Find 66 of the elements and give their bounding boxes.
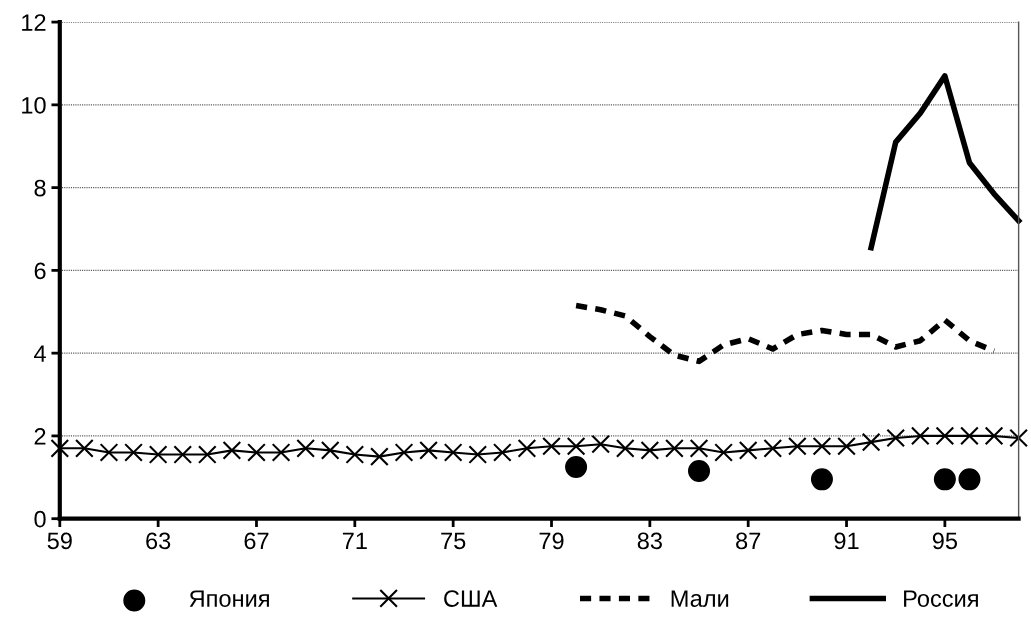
point	[688, 460, 711, 483]
legend-label: Россия	[904, 590, 978, 607]
x-tick-label: 75	[441, 532, 466, 550]
point	[935, 426, 955, 446]
point	[320, 441, 340, 460]
point	[810, 468, 833, 491]
x-tick-label: 79	[539, 532, 564, 550]
point	[763, 438, 783, 458]
point	[984, 426, 1004, 446]
x-tick-label: 83	[637, 532, 662, 550]
point	[247, 443, 266, 462]
point	[542, 436, 561, 456]
point	[517, 438, 537, 458]
point	[565, 455, 588, 478]
legend-label: Мали	[671, 590, 729, 607]
y-tick-label: 12	[22, 14, 46, 31]
y-tick-label: 6	[34, 262, 46, 280]
point	[738, 441, 758, 460]
y-tick-label: 8	[34, 179, 46, 197]
point	[837, 436, 856, 456]
x-tick-label: 87	[736, 532, 761, 550]
point	[665, 438, 684, 458]
point	[419, 441, 438, 460]
point	[886, 428, 906, 448]
x-tick-label: 59	[47, 532, 72, 550]
point	[958, 468, 981, 491]
point	[591, 434, 611, 454]
point	[345, 445, 365, 464]
point	[394, 443, 414, 462]
point	[296, 438, 316, 458]
point	[640, 441, 660, 460]
point	[124, 443, 143, 462]
point	[50, 438, 70, 458]
point	[910, 426, 930, 446]
point	[566, 436, 586, 456]
point	[197, 445, 217, 464]
point	[222, 441, 242, 460]
y-tick-label: 2	[34, 427, 46, 445]
point	[861, 432, 881, 452]
point	[99, 443, 119, 462]
y-tick-label: 10	[22, 96, 46, 114]
point	[370, 447, 389, 466]
legend-label: Япония	[189, 590, 269, 607]
point	[492, 443, 512, 462]
point	[1009, 428, 1028, 448]
point	[468, 445, 488, 464]
y-tick-label: 0	[34, 510, 46, 528]
point	[714, 443, 733, 462]
x-tick-label: 71	[342, 532, 367, 549]
point	[689, 438, 709, 458]
x-tick-label: 95	[932, 532, 958, 550]
point	[933, 468, 956, 491]
legend-label: США	[444, 590, 498, 607]
point	[787, 436, 807, 456]
x-tick-label: 63	[146, 532, 171, 550]
point	[960, 426, 979, 446]
point	[148, 445, 168, 464]
x-tick-label: 67	[244, 532, 269, 550]
point	[75, 438, 94, 458]
x-tick-label: 91	[834, 532, 859, 550]
y-tick-label: 4	[34, 345, 46, 362]
point	[271, 443, 291, 462]
point	[443, 443, 463, 462]
point	[812, 436, 832, 456]
point	[173, 445, 193, 464]
point	[615, 438, 635, 458]
